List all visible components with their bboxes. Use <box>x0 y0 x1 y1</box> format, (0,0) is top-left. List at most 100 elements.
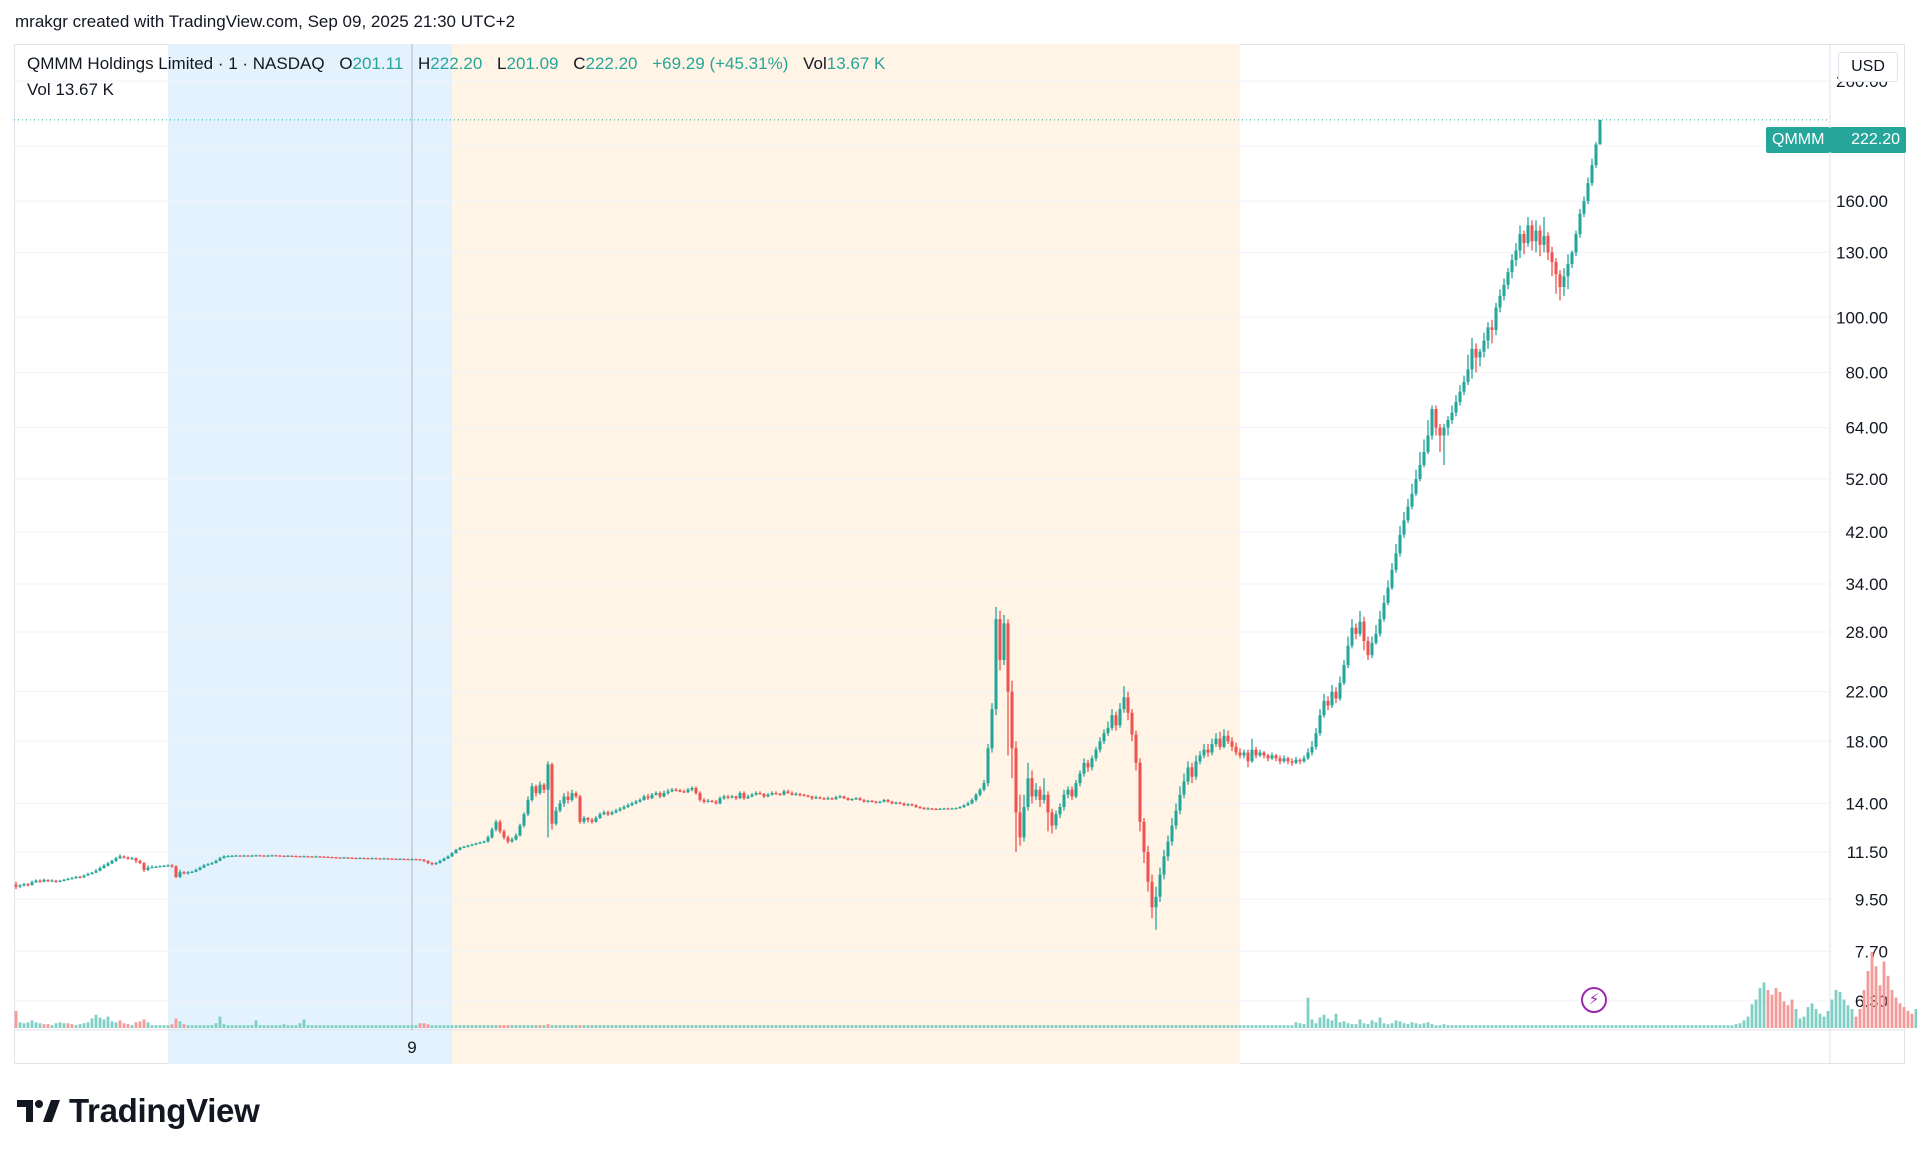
volume-bar <box>1398 1021 1402 1028</box>
candle <box>214 860 218 864</box>
candle <box>1378 619 1382 634</box>
candle <box>1078 773 1082 784</box>
candle <box>190 871 194 873</box>
volume-bar <box>1266 1025 1270 1028</box>
volume-bar <box>242 1025 246 1028</box>
candle <box>226 855 230 858</box>
candle <box>726 796 730 798</box>
volume-bar <box>1722 1025 1726 1028</box>
candle <box>434 863 438 865</box>
candle <box>314 856 318 858</box>
volume-bar <box>554 1025 558 1028</box>
volume-bar <box>914 1025 918 1028</box>
volume-bar <box>978 1025 982 1028</box>
symbol-info[interactable]: QMMM Holdings Limited · 1 · NASDAQ <box>27 54 325 73</box>
volume-bar <box>494 1025 498 1028</box>
volume-bar <box>1882 961 1886 1028</box>
volume-bar <box>574 1025 578 1028</box>
candle <box>1182 781 1186 795</box>
candle <box>1014 748 1018 813</box>
volume-bar <box>962 1025 966 1028</box>
candle <box>786 791 790 794</box>
candle <box>530 786 534 800</box>
volume-bar <box>306 1025 310 1028</box>
candle <box>1042 794 1046 800</box>
volume-bar <box>358 1025 362 1028</box>
candle <box>1322 700 1326 716</box>
currency-button[interactable]: USD <box>1838 52 1898 82</box>
y-tick-label: 18.00 <box>1845 732 1888 751</box>
volume-bar <box>1846 1005 1850 1028</box>
volume-bar <box>1290 1025 1294 1028</box>
volume-bar <box>1898 1003 1902 1028</box>
volume-bar <box>426 1024 430 1028</box>
volume-bar <box>898 1025 902 1028</box>
candle <box>1254 749 1258 756</box>
candle <box>1582 201 1586 214</box>
volume-bar <box>1750 1004 1754 1028</box>
candle <box>1098 741 1102 750</box>
candle <box>978 789 982 795</box>
candle <box>514 835 518 840</box>
candle <box>1442 427 1446 436</box>
volume-bar <box>30 1020 34 1028</box>
candle <box>622 806 626 809</box>
candle <box>430 863 434 865</box>
volume-bar <box>1698 1025 1702 1028</box>
volume-bar <box>474 1025 478 1028</box>
volume-study-label: Vol <box>27 80 51 99</box>
volume-bar <box>790 1025 794 1028</box>
tradingview-brand[interactable]: TradingView <box>17 1092 260 1130</box>
volume-bar <box>718 1025 722 1028</box>
candle <box>606 812 610 815</box>
candle <box>1214 738 1218 745</box>
volume-bar <box>1790 999 1794 1028</box>
candle <box>794 793 798 796</box>
candle <box>602 812 606 815</box>
candle <box>1438 427 1442 436</box>
candle <box>1390 569 1394 588</box>
y-tick-label: 34.00 <box>1845 575 1888 594</box>
volume-bar <box>666 1025 670 1028</box>
price-chart[interactable]: 260.00200.00160.00130.00100.0080.0064.00… <box>0 0 1917 1070</box>
lightning-icon[interactable]: ⚡ <box>1581 987 1607 1013</box>
volume-bar <box>1298 1023 1302 1028</box>
volume-bar <box>214 1023 218 1028</box>
candle <box>94 870 98 873</box>
candle <box>278 855 282 857</box>
volume-bar <box>1474 1025 1478 1028</box>
candle <box>1490 327 1494 330</box>
candle <box>586 817 590 820</box>
volume-bar <box>34 1022 38 1028</box>
volume-bar <box>94 1014 98 1028</box>
volume-bar <box>1174 1025 1178 1028</box>
candle <box>922 807 926 810</box>
candle <box>1130 712 1134 735</box>
volume-bar <box>674 1025 678 1028</box>
volume-bar <box>1166 1025 1170 1028</box>
volume-bar <box>878 1025 882 1028</box>
volume-bar <box>1486 1025 1490 1028</box>
candle <box>910 804 914 806</box>
volume-bar <box>818 1025 822 1028</box>
volume-bar <box>1914 1009 1917 1028</box>
volume-bar <box>762 1025 766 1028</box>
candle <box>1282 758 1286 762</box>
volume-bar <box>1662 1025 1666 1028</box>
candle <box>674 789 678 791</box>
volume-bar <box>522 1025 526 1028</box>
volume-bar <box>162 1025 166 1028</box>
candle <box>1074 783 1078 797</box>
candle <box>102 865 106 869</box>
volume-bar <box>1806 1007 1810 1028</box>
volume-bar <box>958 1025 962 1028</box>
volume-legend[interactable]: Vol 13.67 K <box>27 80 114 100</box>
candle <box>1474 348 1478 358</box>
candle <box>990 709 994 749</box>
candle <box>930 808 934 810</box>
candle <box>1310 746 1314 753</box>
candle <box>66 878 70 881</box>
candle <box>1266 755 1270 759</box>
candle <box>1090 758 1094 768</box>
volume-bar <box>998 1025 1002 1028</box>
